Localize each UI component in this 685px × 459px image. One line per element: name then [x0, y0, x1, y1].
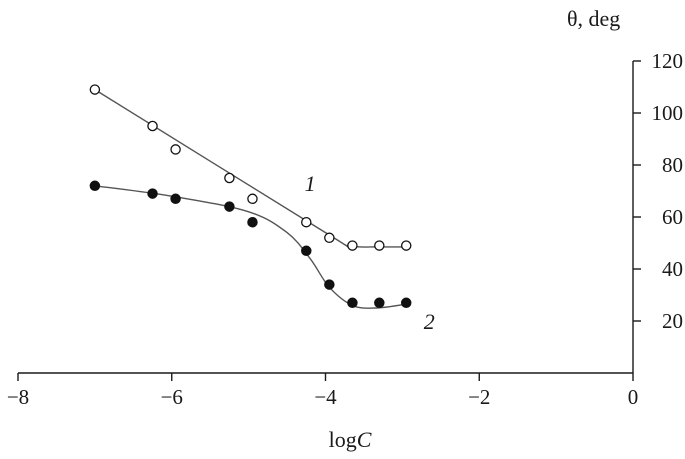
series-1-point — [324, 232, 335, 244]
series-1-point — [374, 240, 385, 251]
series-2-point — [89, 180, 101, 192]
x-tick-label: −8 — [7, 385, 29, 409]
x-tick-label: −2 — [468, 385, 490, 409]
y-axis-title: θ, deg — [567, 6, 620, 31]
series-2-point — [324, 279, 335, 290]
series-1-point — [147, 120, 158, 132]
y-tick-label: 60 — [662, 205, 683, 229]
curve-label-1: 1 — [305, 171, 316, 196]
x-axis-title-var: C — [357, 427, 372, 452]
series-1-point — [170, 144, 181, 155]
series-1-point — [301, 216, 312, 228]
series-2-point — [301, 245, 312, 257]
x-tick-label: −6 — [161, 385, 183, 409]
curve-labels: 12 — [305, 171, 435, 334]
x-axis-title-base: log — [329, 427, 357, 452]
x-tick-label: 0 — [628, 385, 639, 409]
axes — [18, 61, 634, 374]
series-1-point — [400, 240, 412, 251]
series-1-point — [347, 240, 358, 251]
y-ticks: 20 40 60 80 100 120 — [633, 49, 683, 333]
series-2-point — [374, 297, 385, 309]
series-2-point — [224, 201, 235, 212]
y-tick-label: 120 — [652, 49, 684, 73]
x-axis-title: logC — [329, 427, 372, 452]
fit-line-series-2 — [94, 185, 407, 309]
data-points — [89, 84, 412, 309]
series-2-point — [147, 188, 158, 199]
series-2-point — [347, 297, 358, 309]
y-tick-label: 40 — [662, 257, 683, 281]
y-tick-label: 100 — [652, 101, 684, 125]
series-1-point — [247, 193, 258, 205]
x-tick-label: −4 — [314, 385, 337, 409]
x-ticks: −8 −6 −4 −2 0 — [7, 373, 638, 409]
series-1-point — [89, 84, 101, 95]
series-2-point — [400, 297, 412, 309]
y-tick-label: 20 — [662, 309, 683, 333]
series-1-point — [224, 172, 235, 184]
series-2-point — [247, 216, 258, 228]
curve-label-2: 2 — [424, 309, 435, 334]
y-tick-label: 80 — [662, 153, 683, 177]
series-2-point — [170, 193, 181, 205]
